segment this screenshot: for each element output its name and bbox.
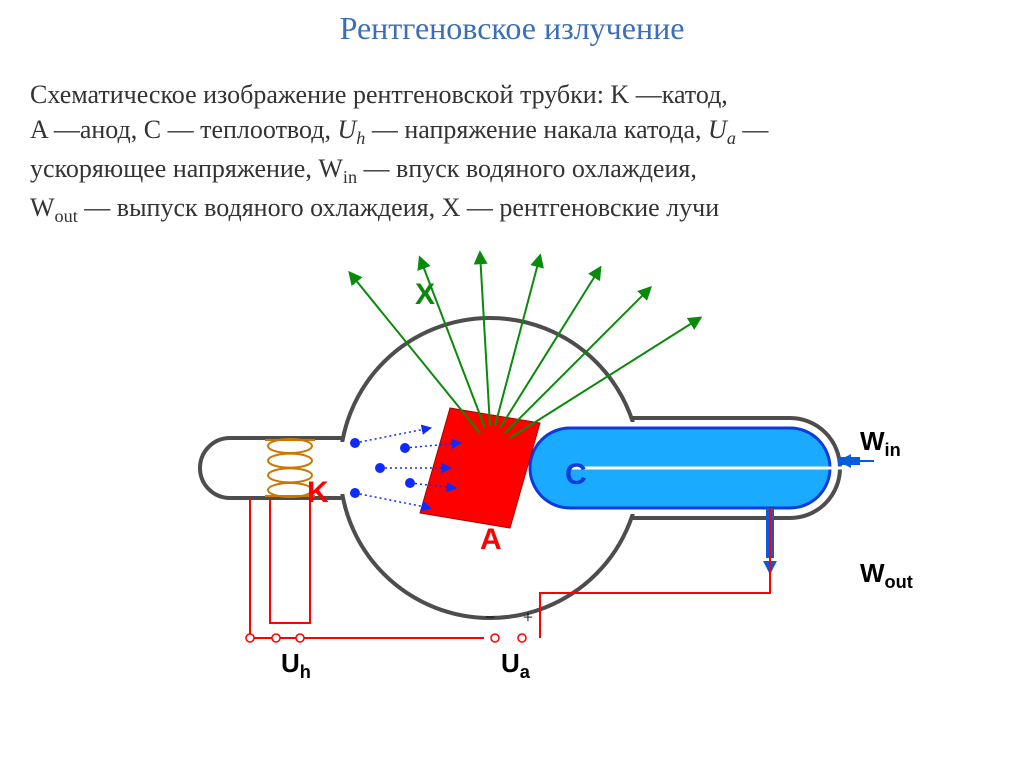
desc-win-sub: in: [343, 167, 357, 187]
desc-ua: U: [708, 115, 727, 144]
page-title: Рентгеновское излучение: [0, 10, 1024, 47]
desc-wout-sub: out: [55, 206, 78, 226]
label-wout: Wout: [860, 558, 913, 593]
desc-line2c: —: [736, 115, 769, 144]
desc-line2a: A —анод, C — теплоотвод,: [30, 115, 338, 144]
label-ua: Ua: [501, 648, 530, 683]
description-block: Схематическое изображение рентгеновской …: [0, 77, 1024, 228]
xray-tube-diagram: −+ XKACWinWoutUhUa: [0, 228, 1024, 698]
desc-line1: Схематическое изображение рентгеновской …: [30, 80, 728, 109]
diagram-svg: −+: [0, 228, 1024, 698]
label-x: X: [415, 278, 435, 312]
desc-line2b: — напряжение накала катода,: [365, 115, 708, 144]
svg-text:−: −: [485, 607, 495, 627]
label-uh: Uh: [281, 648, 311, 683]
desc-line4a: W: [30, 193, 55, 222]
desc-line3a: ускоряющее напряжение, W: [30, 154, 343, 183]
desc-line3b: — впуск водяного охлаждеия,: [357, 154, 697, 183]
label-k: K: [307, 476, 329, 510]
desc-line4b: — выпуск водяного охлаждеия, X — рентген…: [78, 193, 719, 222]
svg-text:+: +: [523, 607, 533, 627]
desc-uh: U: [338, 115, 357, 144]
desc-ua-sub: a: [727, 128, 736, 148]
label-win: Win: [860, 426, 901, 461]
label-c: C: [565, 458, 587, 492]
label-a: A: [480, 523, 502, 557]
